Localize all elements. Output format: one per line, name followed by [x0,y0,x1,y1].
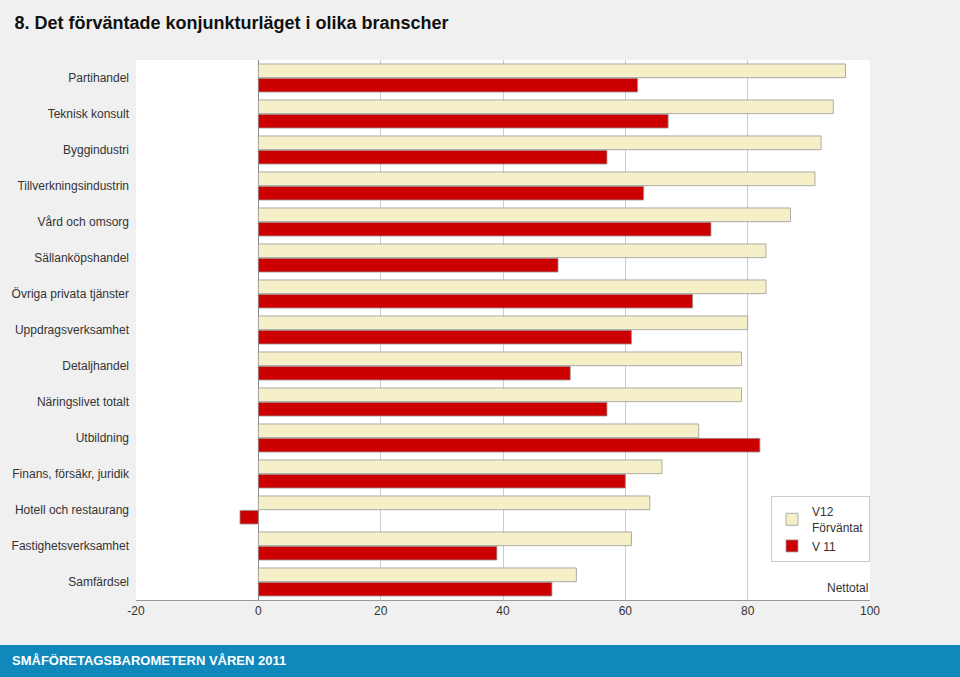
svg-text:100: 100 [860,604,880,618]
svg-text:Näringslivet totalt: Näringslivet totalt [37,395,130,409]
svg-text:Övriga privata tjänster: Övriga privata tjänster [12,287,129,301]
html-text:SMÅFÖRETAGSBAROMETERN VÅREN 20: SMÅFÖRETAGSBAROMETERN VÅREN 2011 [12,653,287,668]
svg-text:Sällanköpshandel: Sällanköpshandel [34,251,129,265]
svg-text:Fastighetsverksamhet: Fastighetsverksamhet [12,539,130,553]
svg-text:20: 20 [374,604,388,618]
svg-text:Samfärdsel: Samfärdsel [68,575,129,589]
svg-text:Detaljhandel: Detaljhandel [62,359,129,373]
svg-text:8. Det förväntade konjunkturlä: 8. Det förväntade konjunkturläget i olik… [14,13,448,33]
svg-text:Vård och omsorg: Vård och omsorg [38,215,129,229]
svg-text:Finans, försäkr, juridik: Finans, försäkr, juridik [12,467,130,481]
svg-text:Uppdragsverksamhet: Uppdragsverksamhet [15,323,130,337]
svg-text:V12Förväntat: V12Förväntat [812,505,863,535]
svg-text:Tillverkningsindustrin: Tillverkningsindustrin [17,179,129,193]
svg-text:80: 80 [741,604,755,618]
svg-text:Nettotal: Nettotal [827,581,868,595]
svg-text:-20: -20 [127,604,145,618]
svg-text:0: 0 [255,604,262,618]
svg-text:60: 60 [619,604,633,618]
svg-text:V 11: V 11 [812,540,836,554]
svg-text:Utbildning: Utbildning [76,431,129,445]
svg-text:Byggindustri: Byggindustri [63,143,129,157]
svg-text:Teknisk konsult: Teknisk konsult [48,107,130,121]
svg-text:Hotell och restaurang: Hotell och restaurang [15,503,129,517]
svg-text:40: 40 [496,604,510,618]
svg-text:Partihandel: Partihandel [68,71,129,85]
